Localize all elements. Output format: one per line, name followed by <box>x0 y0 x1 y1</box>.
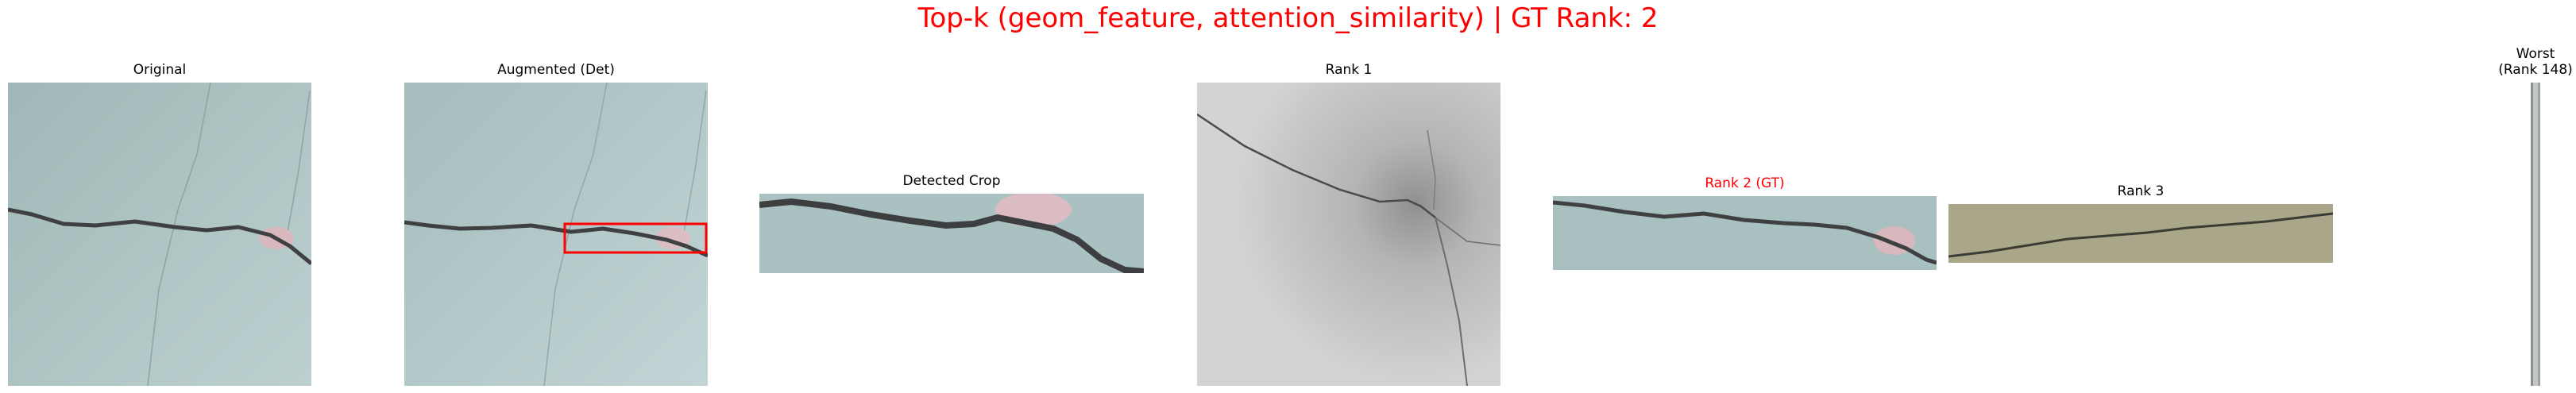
hairline-crack <box>543 83 608 386</box>
concrete-surface <box>1197 83 1500 386</box>
main-crack <box>1948 212 2333 258</box>
panel-title-augmented: Augmented (Det) <box>497 62 615 78</box>
strip-edge <box>2538 83 2540 386</box>
panel-rank1: Rank 1 <box>1197 62 1500 386</box>
hairline-crack <box>147 83 211 386</box>
hairline-crack <box>285 90 311 242</box>
hairline-crack <box>682 90 707 242</box>
detected-crop-image <box>759 194 1144 273</box>
panel-rank2: Rank 2 (GT) <box>1553 175 1937 270</box>
main-crack <box>404 220 708 258</box>
panel-original: Original <box>8 62 311 386</box>
rank3-image <box>1948 204 2333 263</box>
branch-crack <box>1435 217 1500 246</box>
strip-edge <box>2531 83 2533 386</box>
main-crack <box>759 198 1144 273</box>
panel-rank3: Rank 3 <box>1948 183 2333 263</box>
panel-title-rank1: Rank 1 <box>1325 62 1373 78</box>
branch-crack <box>1435 217 1468 386</box>
figure-title: Top-k (geom_feature, attention_similarit… <box>917 2 1659 34</box>
panel-title-worst: Worst (Rank 148) <box>2498 46 2573 78</box>
panel-title-original: Original <box>133 62 187 78</box>
panel-title-rank2: Rank 2 (GT) <box>1705 175 1785 191</box>
main-crack <box>1197 113 1436 218</box>
rank2-image <box>1553 196 1937 270</box>
original-image <box>8 83 311 386</box>
worst-image <box>2531 83 2540 386</box>
panel-detected-crop: Detected Crop <box>759 173 1144 273</box>
branch-crack <box>1427 129 1436 210</box>
concrete-surface <box>1553 196 1937 270</box>
panel-augmented: Augmented (Det) <box>404 62 708 386</box>
main-crack <box>8 207 311 265</box>
augmented-image <box>404 83 708 386</box>
panel-title-rank3: Rank 3 <box>2117 183 2165 199</box>
panel-title-detected-crop: Detected Crop <box>902 173 1001 189</box>
panel-worst: Worst (Rank 148) <box>2498 46 2573 386</box>
detection-box <box>563 222 708 254</box>
rank1-image <box>1197 83 1500 386</box>
main-crack <box>1553 200 1937 265</box>
